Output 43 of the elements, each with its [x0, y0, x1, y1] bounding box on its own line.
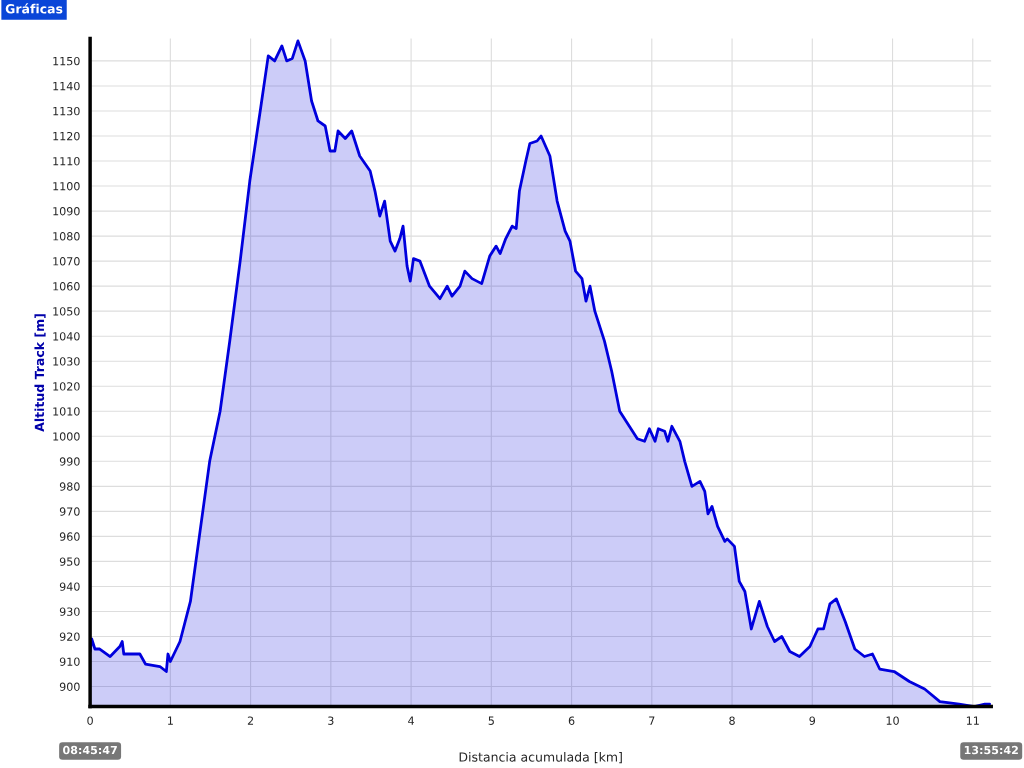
y-tick-label: 940	[59, 582, 80, 591]
x-tick-label: 5	[488, 716, 494, 725]
y-tick-label: 1010	[53, 407, 80, 416]
y-tick-label: 1110	[53, 157, 80, 166]
x-tick-label: 7	[649, 716, 655, 725]
text: 08:45:47	[63, 745, 117, 755]
y-tick-label: 1090	[53, 207, 80, 216]
text: 13:55:42	[964, 745, 1018, 755]
y-tick-label: 1000	[53, 432, 80, 441]
y-tick-label: 980	[59, 482, 80, 491]
x-tick-label: 1	[168, 716, 173, 725]
x-tick-label: 6	[568, 716, 575, 725]
y-tick-label: 930	[59, 607, 80, 616]
y-tick-label: 1130	[53, 106, 80, 116]
y-tick-label: 1040	[53, 332, 80, 341]
y-tick-label: 1030	[53, 357, 80, 366]
y-tick-label: 950	[59, 557, 80, 566]
x-tick-label: 8	[729, 716, 735, 725]
y-tick-label: 1060	[53, 282, 80, 291]
y-tick-label: 990	[59, 457, 80, 466]
chart-title: Gráficas	[5, 3, 63, 14]
y-tick-label: 970	[59, 507, 80, 516]
y-tick-label: 1070	[53, 257, 80, 266]
y-tick-label: 1120	[53, 131, 80, 141]
y-tick-label: 920	[59, 632, 80, 641]
y-tick-label: 1150	[53, 56, 80, 66]
y-tick-label: 1100	[53, 182, 80, 191]
y-tick-label: 910	[59, 657, 80, 666]
y-tick-label: 1020	[53, 382, 80, 391]
x-axis-title: Distancia acumulada [km]	[459, 752, 622, 764]
y-tick-label: 1050	[53, 307, 80, 316]
x-tick-label: 10	[886, 716, 899, 725]
y-tick-label: 960	[59, 532, 80, 541]
y-axis-title: Altitud Track [m]	[34, 314, 46, 432]
x-tick-label: 9	[809, 716, 816, 725]
x-tick-label: 11	[966, 716, 979, 725]
y-tick-label: 900	[59, 682, 80, 691]
x-tick-label: 4	[408, 716, 414, 725]
x-tick-label: 3	[328, 716, 334, 725]
x-tick-label: 0	[87, 716, 93, 725]
y-tick-label: 1080	[53, 232, 80, 241]
x-tick-label: 2	[247, 716, 254, 725]
y-tick-label: 1140	[53, 81, 80, 91]
